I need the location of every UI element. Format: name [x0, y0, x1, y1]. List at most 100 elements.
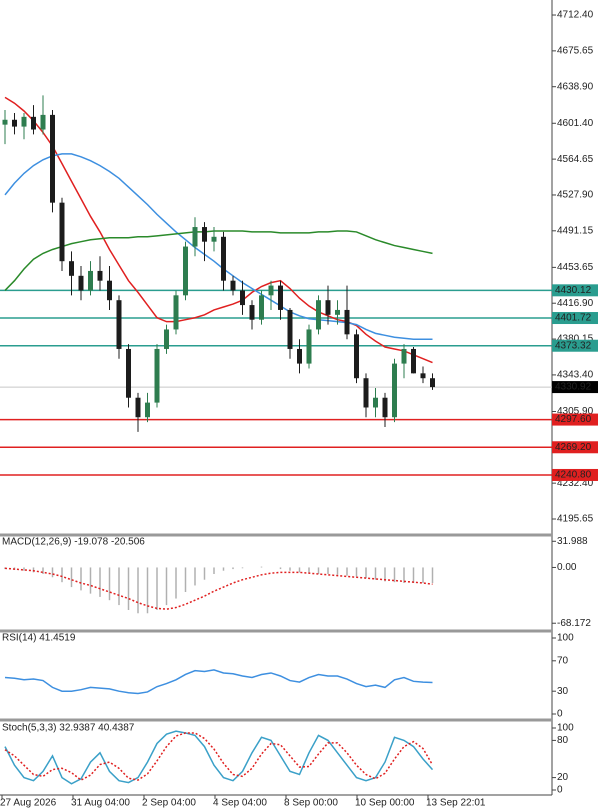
candle-body — [97, 270, 103, 281]
candle-body — [40, 114, 46, 130]
candle-body — [183, 246, 188, 296]
candle-body — [411, 348, 416, 374]
price-level-label: 4401.72 — [555, 313, 592, 324]
candle-body — [211, 236, 217, 242]
price-level-tag — [552, 413, 598, 426]
candle-body — [107, 280, 112, 301]
moving-average — [4, 230, 433, 291]
candle-body — [297, 348, 302, 364]
y-tick-label: 30 — [557, 686, 569, 697]
candle-body — [192, 227, 198, 247]
price-level-tag — [552, 441, 598, 454]
candle-body — [420, 373, 426, 379]
candle-body — [202, 227, 207, 242]
candle-body — [325, 300, 331, 315]
candle-body — [430, 378, 435, 388]
y-tick-label: 0 — [557, 785, 563, 796]
candle-body — [173, 295, 179, 330]
y-tick-label: 4195.65 — [557, 514, 594, 525]
price-level-label: 4269.20 — [555, 442, 592, 453]
y-tick-label: 4675.65 — [557, 46, 594, 57]
y-tick-label: 4232.40 — [557, 478, 594, 489]
candle-body — [126, 348, 131, 398]
y-tick-label: 4343.40 — [557, 370, 594, 381]
price-level-tag — [552, 381, 598, 394]
candle-body — [382, 397, 388, 418]
candle-body — [154, 348, 160, 403]
y-tick-label: -68.172 — [557, 618, 591, 629]
candle-body — [31, 116, 36, 130]
x-tick-label: 8 Sep 00:00 — [284, 798, 338, 809]
candle-body — [50, 114, 55, 203]
y-tick-label: 100 — [557, 723, 574, 734]
y-tick-label: 4453.65 — [557, 262, 594, 273]
candle-body — [221, 236, 226, 281]
candle-body — [278, 285, 283, 310]
candle-body — [335, 309, 340, 315]
y-tick-label: 20 — [557, 772, 569, 783]
candle-body — [249, 305, 255, 320]
price-level-tag — [552, 284, 598, 297]
moving-average — [4, 153, 433, 340]
candle-body — [240, 290, 245, 306]
y-tick-label: 4564.65 — [557, 154, 594, 165]
y-tick-label: 4712.40 — [557, 10, 594, 21]
x-tick-label: 10 Sep 00:00 — [355, 798, 415, 809]
price-level-label: 4240.80 — [555, 470, 592, 481]
candle-body — [392, 363, 397, 418]
price-level-tag — [552, 468, 598, 481]
price-level-label: 4373.32 — [555, 340, 592, 351]
candle-body — [401, 348, 407, 364]
candle-body — [164, 329, 169, 349]
x-tick-label: 13 Sep 22:01 — [426, 798, 486, 809]
stoch-main — [4, 730, 434, 785]
candle-body — [69, 261, 74, 276]
candle-body — [145, 402, 150, 418]
y-tick-label: 4305.90 — [557, 406, 594, 417]
price-level-tag — [552, 312, 598, 325]
x-tick-label: 27 Aug 2026 — [0, 798, 57, 809]
candle-body — [259, 295, 264, 320]
y-tick-label: 0 — [557, 709, 563, 720]
candle-body — [59, 202, 65, 262]
candle-body — [268, 285, 274, 296]
candle-body — [363, 378, 369, 408]
y-tick-label: 31.988 — [557, 536, 588, 547]
macd-signal — [4, 567, 433, 610]
moving-average — [4, 96, 433, 364]
indicator-label: Stoch(5,3,3) 32.9387 40.4387 — [2, 723, 135, 734]
candle-body — [354, 334, 359, 379]
candle-body — [316, 300, 321, 330]
candle-body — [135, 397, 141, 418]
candle-body — [344, 309, 350, 335]
price-level-tag — [552, 339, 598, 352]
y-tick-label: 80 — [557, 735, 569, 746]
candle-body — [230, 280, 236, 291]
x-tick-label: 4 Sep 04:00 — [213, 798, 267, 809]
candle-body — [2, 119, 8, 125]
candle-body — [116, 300, 122, 349]
candle-body — [78, 275, 84, 291]
candle-body — [306, 329, 312, 364]
y-tick-label: 4601.40 — [557, 118, 594, 129]
price-level-label: 4430.12 — [555, 285, 592, 296]
indicator-label: RSI(14) 41.4519 — [2, 633, 76, 644]
candle-body — [373, 397, 378, 408]
y-tick-label: 100 — [557, 633, 574, 644]
candle-body — [21, 116, 27, 127]
candle-body — [287, 309, 293, 349]
y-tick-label: 4527.90 — [557, 190, 594, 201]
y-tick-label: 4380.15 — [557, 334, 594, 345]
y-tick-label: 70 — [557, 655, 569, 666]
y-tick-label: 4638.90 — [557, 81, 594, 92]
stoch-signal — [4, 732, 434, 781]
rsi-line — [4, 669, 433, 695]
candle-body — [88, 270, 93, 291]
price-level-label: 4330.92 — [555, 382, 592, 393]
candle-body — [12, 119, 17, 127]
indicator-label: MACD(12,26,9) -19.078 -20.506 — [2, 537, 145, 548]
y-tick-label: 4416.90 — [557, 298, 594, 309]
price-level-label: 4297.60 — [555, 414, 592, 425]
